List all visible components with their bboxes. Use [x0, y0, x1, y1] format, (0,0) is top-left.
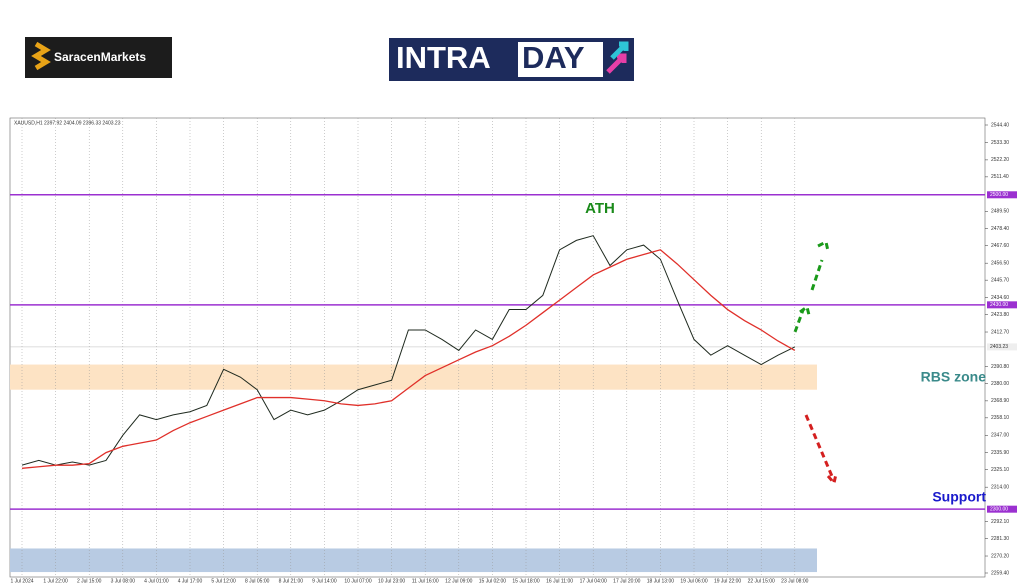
banner-arrow	[606, 53, 627, 74]
x-tick-label: 18 Jul 13:00	[647, 578, 674, 584]
y-tick-label: 2259.40	[991, 570, 1009, 576]
moving-average	[21, 249, 796, 469]
y-tick-label: 2270.20	[991, 553, 1009, 559]
chart-header: XAUUSD,H1 2397.92 2404.09 2396.33 2403.2…	[14, 120, 121, 126]
y-tick-label: 2522.20	[991, 157, 1009, 163]
y-tick-label: 2511.40	[991, 174, 1009, 180]
level-tag	[987, 191, 1017, 199]
x-tick-label: 5 Jul 12:00	[211, 578, 236, 584]
arrow-up	[810, 239, 830, 291]
y-tick-label: 2368.90	[991, 398, 1009, 404]
y-tick-label: 2533.30	[991, 140, 1009, 146]
x-tick-label: 2 Jul 15:00	[77, 578, 102, 584]
y-tick-label: 2412.70	[991, 329, 1009, 335]
x-tick-label: 4 Jul 17:00	[178, 578, 203, 584]
arrow-down	[804, 414, 838, 487]
price-label: 2403.23	[990, 344, 1008, 350]
y-tick-label: 2314.00	[991, 485, 1009, 491]
x-tick-label: 19 Jul 22:00	[714, 578, 741, 584]
chart-frame	[9, 117, 986, 578]
logo-text: SaracenMarkets	[54, 50, 146, 64]
level-label: 2430.00	[990, 302, 1008, 308]
x-tick-label: 19 Jul 06:00	[680, 578, 707, 584]
y-tick-label: 2423.80	[991, 312, 1009, 318]
price-tag	[987, 343, 1017, 351]
x-tick-label: 10 Jul 07:00	[344, 578, 371, 584]
arrow-up	[793, 304, 811, 333]
level-label: 2500.00	[990, 192, 1008, 198]
annotation: ATH	[585, 200, 615, 217]
y-tick-label: 2434.60	[991, 295, 1009, 301]
y-tick-label: 2335.90	[991, 450, 1009, 456]
y-tick-label: 2358.10	[991, 415, 1009, 421]
y-tick-label: 2292.10	[991, 519, 1009, 525]
y-tick-label: 2489.50	[991, 209, 1009, 215]
y-tick-label: 2325.10	[991, 467, 1009, 473]
y-tick-label: 2478.40	[991, 226, 1009, 232]
banner-right: DAY	[522, 40, 585, 75]
x-tick-label: 11 Jul 16:00	[412, 578, 439, 584]
y-tick-label: 2380.00	[991, 381, 1009, 387]
annotation: RBS zone	[921, 369, 987, 385]
x-tick-label: 1 Jul 22:00	[43, 578, 68, 584]
x-tick-label: 22 Jul 15:00	[748, 578, 775, 584]
x-tick-label: 10 Jul 23:00	[378, 578, 405, 584]
logo-icon	[31, 41, 51, 71]
x-tick-label: 8 Jul 05:00	[245, 578, 270, 584]
x-tick-label: 1 Jul 2024	[10, 578, 33, 584]
x-tick-label: 17 Jul 20:00	[613, 578, 640, 584]
zone	[10, 548, 817, 573]
y-tick-label: 2456.50	[991, 261, 1009, 267]
level-label: 2300.00	[990, 507, 1008, 513]
banner-arrow	[610, 41, 629, 60]
x-tick-label: 8 Jul 21:00	[279, 578, 304, 584]
banner-inner	[518, 42, 603, 77]
logo-box	[25, 37, 172, 78]
annotation: Support	[932, 489, 986, 505]
x-tick-label: 4 Jul 01:00	[144, 578, 169, 584]
x-tick-label: 9 Jul 14:00	[312, 578, 337, 584]
x-tick-label: 17 Jul 04:00	[580, 578, 607, 584]
x-tick-label: 15 Jul 02:00	[479, 578, 506, 584]
x-tick-label: 23 Jul 08:00	[781, 578, 808, 584]
x-tick-label: 3 Jul 08:00	[111, 578, 136, 584]
y-tick-label: 2544.40	[991, 122, 1009, 128]
y-tick-label: 2445.70	[991, 277, 1009, 283]
banner-left: INTRA	[396, 40, 491, 75]
y-tick-label: 2390.80	[991, 364, 1009, 370]
y-tick-label: 2281.30	[991, 536, 1009, 542]
y-tick-label: 2347.00	[991, 433, 1009, 439]
price-line	[21, 235, 796, 466]
zone	[10, 364, 817, 390]
level-tag	[987, 505, 1017, 513]
x-tick-label: 15 Jul 18:00	[512, 578, 539, 584]
level-tag	[987, 301, 1017, 309]
x-tick-label: 12 Jul 09:00	[445, 578, 472, 584]
x-tick-label: 16 Jul 11:00	[546, 578, 573, 584]
y-tick-label: 2467.60	[991, 243, 1009, 249]
